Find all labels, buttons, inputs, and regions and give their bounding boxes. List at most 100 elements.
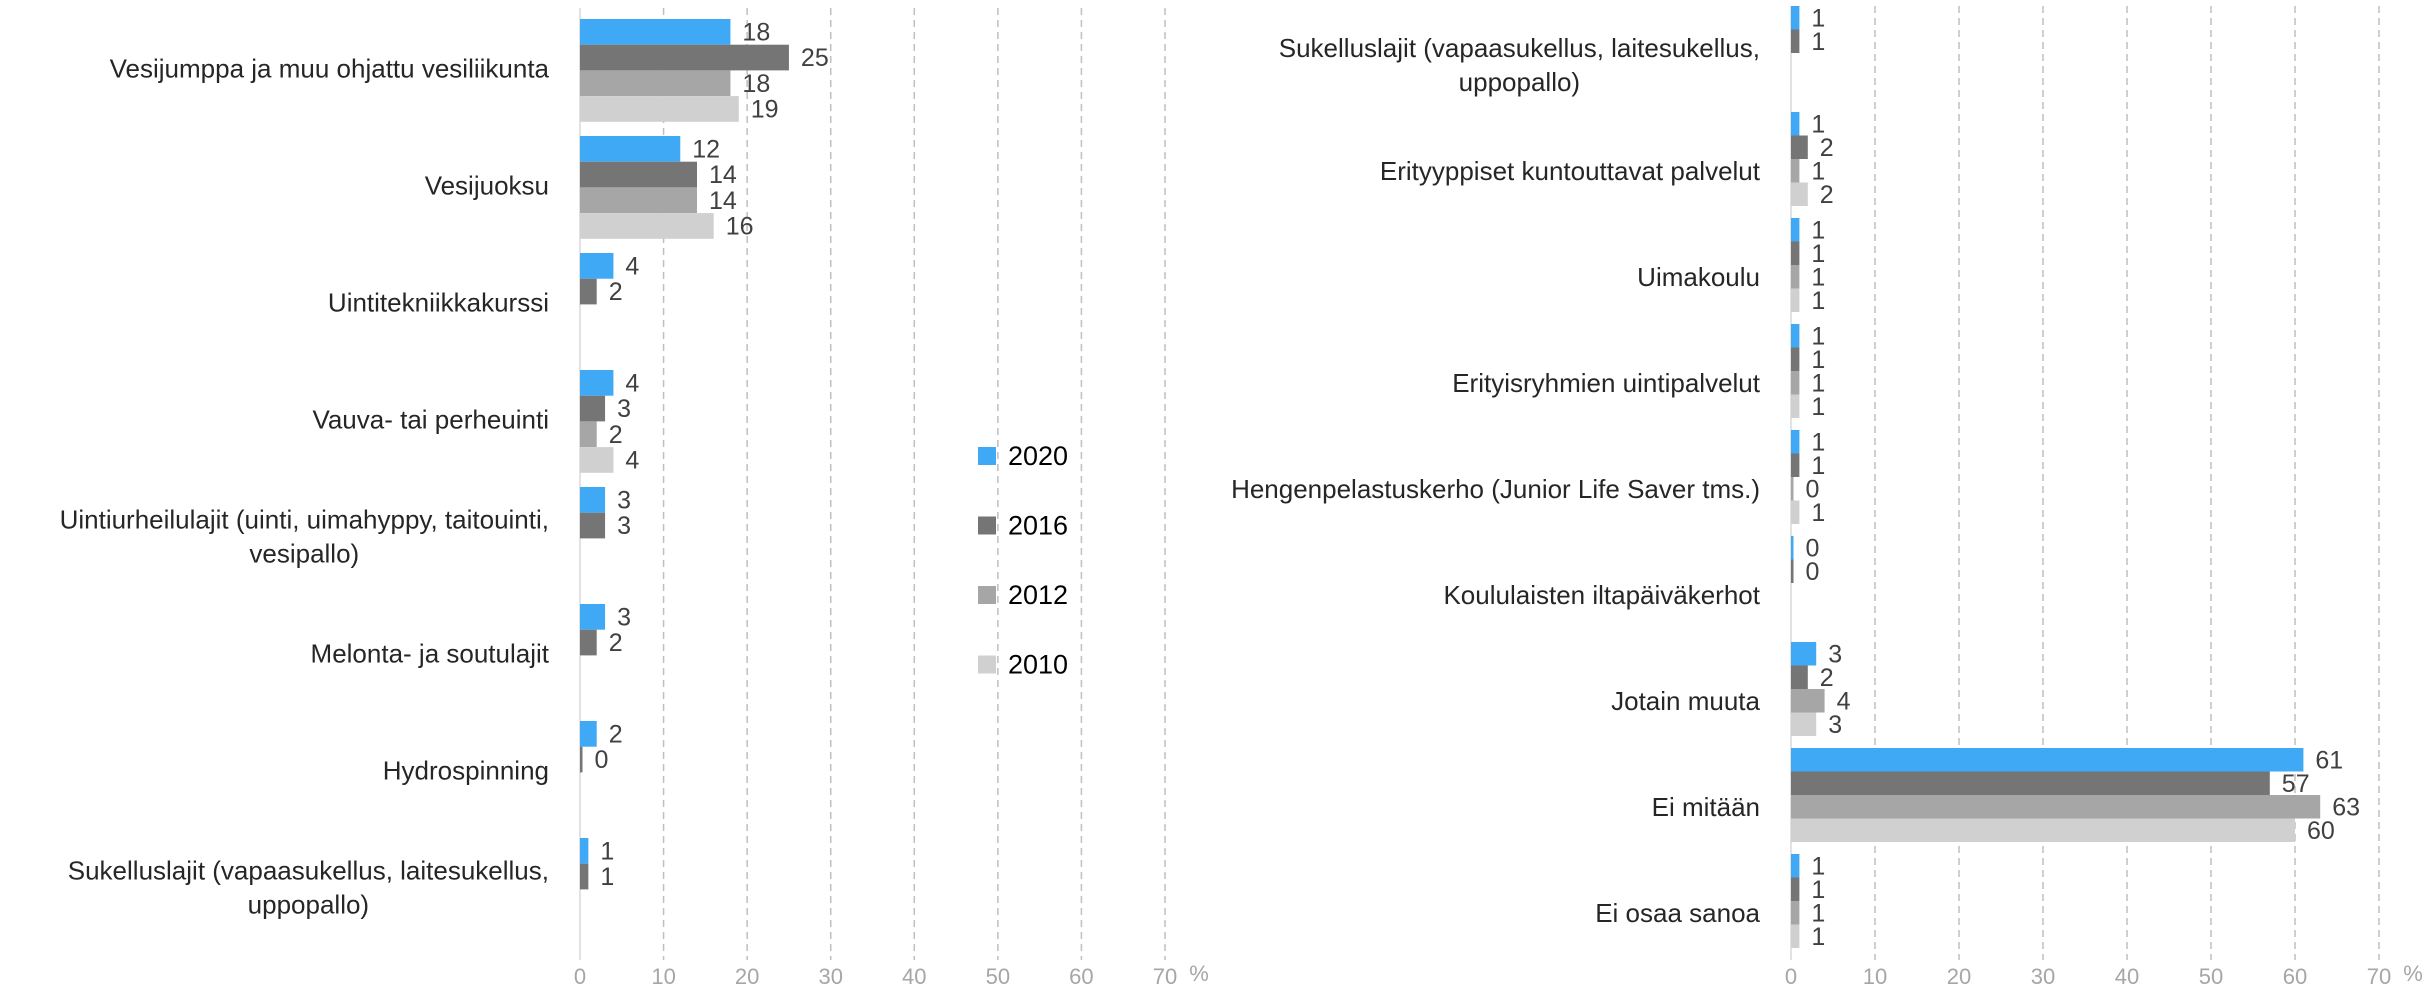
bar [1791, 288, 1800, 312]
bar [580, 19, 731, 45]
value-label: 1 [1811, 369, 1825, 397]
bar [1791, 901, 1800, 925]
value-label: 61 [2315, 746, 2343, 774]
value-label: 1 [1811, 263, 1825, 291]
bar [580, 96, 739, 122]
value-label: 1 [1811, 28, 1825, 56]
bar [580, 447, 614, 473]
bar [1791, 536, 1794, 560]
x-tick-label: 10 [651, 964, 675, 989]
bar [1791, 712, 1817, 736]
category-label-text: Ei osaa sanoa [1595, 898, 1760, 928]
legend-swatch [978, 586, 996, 604]
value-label: 1 [1811, 452, 1825, 480]
bar [1791, 6, 1800, 30]
value-label: 1 [600, 863, 614, 891]
category-label-text: Ei mitään [1652, 792, 1760, 822]
legend-swatch [978, 655, 996, 674]
category-label: Vesijuoksu [425, 170, 549, 200]
bar [580, 863, 589, 890]
category-label: Hengenpelastuskerho (Junior Life Saver t… [1231, 474, 1760, 504]
bar [1791, 347, 1800, 371]
legend-label: 2010 [1008, 650, 1068, 680]
bar [580, 161, 697, 188]
category-label: Jotain muuta [1611, 686, 1760, 716]
value-label: 3 [617, 486, 631, 514]
bar [580, 487, 606, 513]
value-label: 1 [1811, 923, 1825, 951]
value-label: 1 [1811, 876, 1825, 904]
category-label: Sukelluslajit (vapaasukellus, laitesukel… [1279, 33, 1760, 97]
bar [580, 838, 589, 864]
label-line: Hydrospinning [383, 755, 549, 785]
bar [1791, 642, 1817, 666]
label-line: Uintitekniikkakurssi [328, 287, 549, 317]
value-label: 1 [1811, 499, 1825, 527]
value-label: 1 [1811, 287, 1825, 315]
category-label-text: Sukelluslajit (vapaasukellus, laitesukel… [1279, 33, 1760, 97]
legend-label: 2016 [1008, 511, 1068, 541]
category-label: Erityyppiset kuntouttavat palvelut [1380, 156, 1761, 186]
value-label: 60 [2307, 817, 2335, 845]
x-tick-label: 40 [902, 964, 926, 989]
value-label: 14 [709, 187, 737, 215]
bar [1791, 795, 2321, 819]
label-line: Melonta- ja soutulajit [311, 638, 550, 668]
value-label: 2 [609, 629, 623, 657]
x-tick-label: 20 [735, 964, 759, 989]
value-label: 2 [609, 421, 623, 449]
value-label: 16 [726, 213, 754, 241]
bar [1791, 430, 1800, 454]
category-label: Koululaisten iltapäiväkerhot [1443, 580, 1760, 610]
x-tick-label: 30 [2031, 964, 2055, 989]
category-label-text: Erityisryhmien uintipalvelut [1452, 368, 1761, 398]
legend-label: 2020 [1008, 441, 1068, 471]
bar [580, 213, 714, 239]
bar [1791, 135, 1808, 159]
category-label-text: Hengenpelastuskerho (Junior Life Saver t… [1231, 474, 1760, 504]
bar [1791, 477, 1794, 501]
label-line: uppopallo) [248, 889, 369, 919]
value-label: 2 [1820, 664, 1834, 692]
bar [1791, 241, 1800, 265]
label-line: Ei osaa sanoa [1595, 898, 1760, 928]
category-label: Sukelluslajit (vapaasukellus, laitesukel… [68, 855, 549, 919]
category-label: Melonta- ja soutulajit [311, 638, 550, 668]
bar [1791, 559, 1794, 583]
value-label: 1 [600, 837, 614, 865]
x-tick-label: 40 [2115, 964, 2139, 989]
value-label: 4 [625, 369, 639, 397]
value-label: 1 [1811, 110, 1825, 138]
value-label: 25 [801, 44, 829, 72]
value-label: 1 [1811, 899, 1825, 927]
label-line: Vesijuoksu [425, 170, 549, 200]
bar [580, 70, 731, 97]
x-tick-label: 10 [1863, 964, 1887, 989]
bar [580, 629, 597, 656]
bar [580, 421, 597, 448]
bar [1791, 689, 1825, 713]
category-label-text: Vauva- tai perheuinti [312, 404, 549, 434]
value-label: 2 [609, 720, 623, 748]
label-line: vesipallo) [249, 538, 359, 568]
value-label: 2 [609, 278, 623, 306]
category-label: Ei mitään [1652, 792, 1760, 822]
value-label: 1 [1811, 346, 1825, 374]
value-label: 0 [1806, 534, 1820, 562]
bar [1791, 265, 1800, 289]
legend-swatch [978, 516, 996, 535]
value-label: 63 [2332, 793, 2360, 821]
value-label: 1 [1811, 157, 1825, 185]
bar [1791, 877, 1800, 901]
bar [1791, 371, 1800, 395]
category-label-text: Erityyppiset kuntouttavat palvelut [1380, 156, 1761, 186]
label-line: Ei mitään [1652, 792, 1760, 822]
bar [1791, 771, 2270, 795]
category-label-text: Vesijuoksu [425, 170, 549, 200]
x-tick-label: 70 [2367, 964, 2391, 989]
bar [1791, 818, 2295, 842]
category-label-text: Jotain muuta [1611, 686, 1760, 716]
category-label-text: Hydrospinning [383, 755, 549, 785]
value-label: 2 [1820, 181, 1834, 209]
